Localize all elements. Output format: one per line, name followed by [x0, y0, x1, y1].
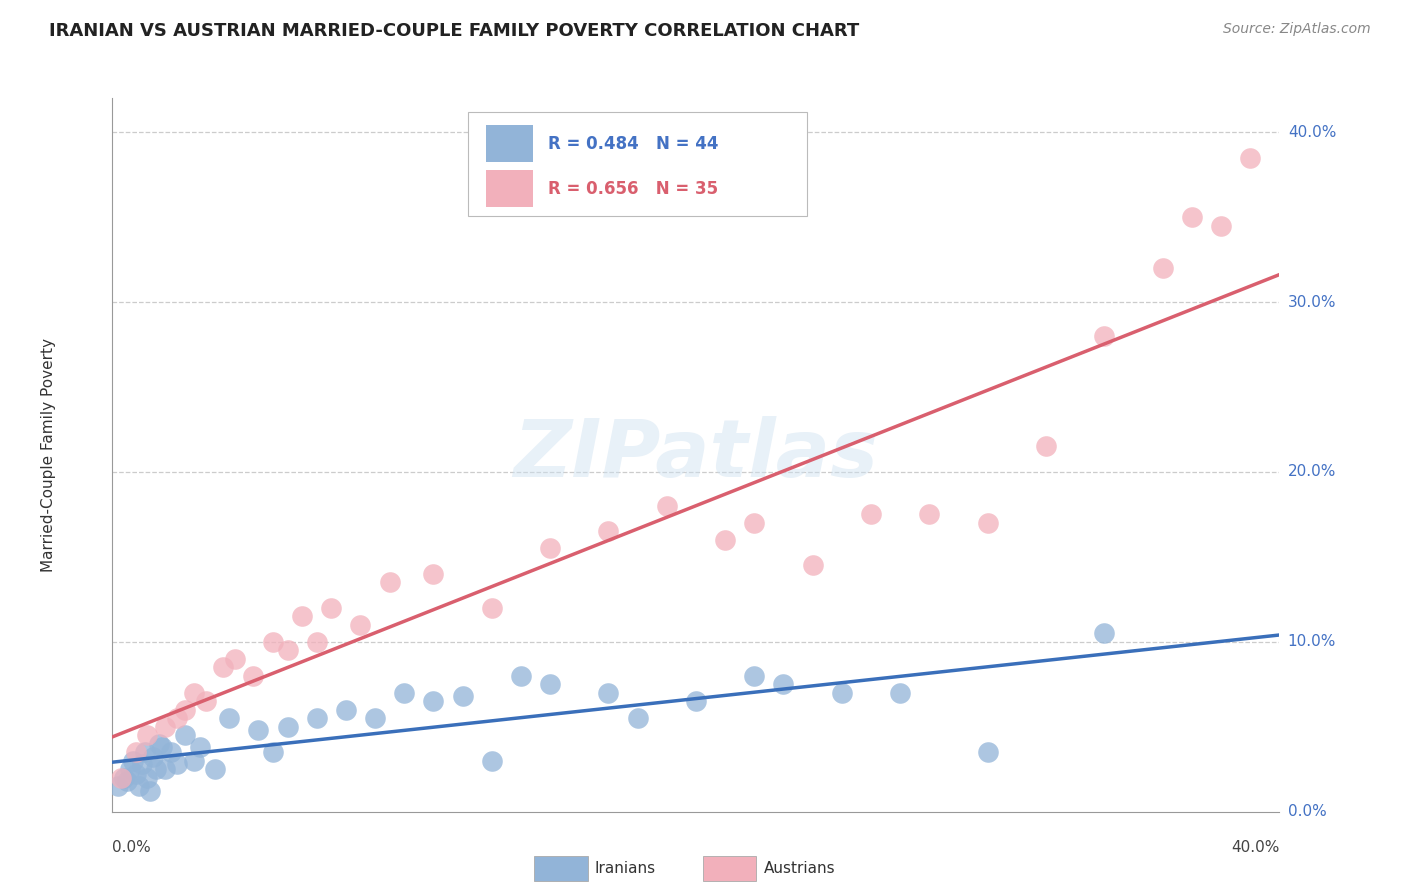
- Text: R = 0.484   N = 44: R = 0.484 N = 44: [548, 135, 718, 153]
- FancyBboxPatch shape: [468, 112, 807, 216]
- Point: [1181, 210, 1204, 224]
- Point: [626, 711, 648, 725]
- Point: [481, 754, 503, 768]
- Point: [212, 660, 235, 674]
- Point: [122, 754, 145, 768]
- Point: [153, 720, 176, 734]
- Point: [451, 689, 474, 703]
- Point: [262, 745, 284, 759]
- Point: [321, 600, 343, 615]
- Point: [136, 728, 159, 742]
- Point: [262, 635, 284, 649]
- Point: [242, 669, 264, 683]
- Point: [188, 740, 211, 755]
- Text: 10.0%: 10.0%: [1288, 634, 1336, 649]
- Point: [139, 784, 162, 798]
- Point: [349, 617, 371, 632]
- Point: [772, 677, 794, 691]
- Point: [685, 694, 707, 708]
- Text: 40.0%: 40.0%: [1232, 840, 1279, 855]
- Text: Married-Couple Family Poverty: Married-Couple Family Poverty: [41, 338, 56, 572]
- Point: [364, 711, 387, 725]
- Point: [1092, 626, 1115, 640]
- Point: [125, 745, 148, 759]
- Point: [378, 575, 401, 590]
- Point: [392, 686, 416, 700]
- Point: [174, 728, 197, 742]
- Text: 30.0%: 30.0%: [1288, 294, 1336, 310]
- Point: [831, 686, 853, 700]
- Point: [918, 508, 941, 522]
- Text: ZIPatlas: ZIPatlas: [513, 416, 879, 494]
- Point: [1239, 151, 1261, 165]
- Point: [204, 762, 226, 776]
- Point: [115, 774, 138, 789]
- Point: [538, 677, 561, 691]
- Point: [1092, 329, 1115, 343]
- Point: [976, 516, 998, 530]
- Text: Austrians: Austrians: [763, 862, 835, 876]
- Point: [742, 669, 765, 683]
- Point: [142, 750, 165, 764]
- Point: [481, 600, 503, 615]
- Point: [166, 711, 188, 725]
- Point: [247, 723, 270, 738]
- Text: R = 0.656   N = 35: R = 0.656 N = 35: [548, 180, 718, 198]
- Point: [112, 771, 135, 785]
- Point: [509, 669, 531, 683]
- Point: [598, 686, 620, 700]
- Point: [598, 524, 620, 539]
- Point: [145, 762, 167, 776]
- Point: [1209, 219, 1232, 233]
- Point: [125, 767, 148, 781]
- Text: 0.0%: 0.0%: [112, 840, 152, 855]
- Point: [183, 686, 205, 700]
- Point: [422, 566, 444, 581]
- Text: IRANIAN VS AUSTRIAN MARRIED-COUPLE FAMILY POVERTY CORRELATION CHART: IRANIAN VS AUSTRIAN MARRIED-COUPLE FAMIL…: [49, 22, 859, 40]
- Point: [131, 757, 153, 772]
- FancyBboxPatch shape: [486, 170, 533, 207]
- Point: [976, 745, 998, 759]
- Point: [110, 771, 132, 785]
- Point: [153, 762, 176, 776]
- Point: [107, 779, 129, 793]
- Point: [224, 652, 246, 666]
- Point: [335, 703, 357, 717]
- Point: [1152, 260, 1174, 275]
- Point: [150, 740, 173, 755]
- Point: [291, 609, 314, 624]
- Point: [801, 558, 824, 573]
- Point: [714, 533, 737, 547]
- Point: [148, 737, 170, 751]
- Point: [422, 694, 444, 708]
- Text: Source: ZipAtlas.com: Source: ZipAtlas.com: [1223, 22, 1371, 37]
- Text: 40.0%: 40.0%: [1288, 125, 1336, 140]
- Point: [166, 757, 188, 772]
- Point: [183, 754, 205, 768]
- Point: [859, 508, 883, 522]
- Point: [655, 499, 678, 513]
- Text: 0.0%: 0.0%: [1288, 805, 1326, 819]
- Text: 20.0%: 20.0%: [1288, 465, 1336, 479]
- Point: [160, 745, 183, 759]
- Point: [305, 711, 328, 725]
- Point: [889, 686, 911, 700]
- Point: [742, 516, 765, 530]
- Point: [538, 541, 561, 556]
- FancyBboxPatch shape: [486, 125, 533, 162]
- Point: [134, 745, 156, 759]
- Point: [276, 720, 298, 734]
- Point: [136, 771, 159, 785]
- Point: [118, 762, 141, 776]
- Point: [276, 643, 298, 657]
- Point: [174, 703, 197, 717]
- Point: [194, 694, 217, 708]
- Point: [1035, 439, 1057, 453]
- Point: [128, 779, 150, 793]
- Text: Iranians: Iranians: [595, 862, 655, 876]
- Point: [305, 635, 328, 649]
- Point: [218, 711, 240, 725]
